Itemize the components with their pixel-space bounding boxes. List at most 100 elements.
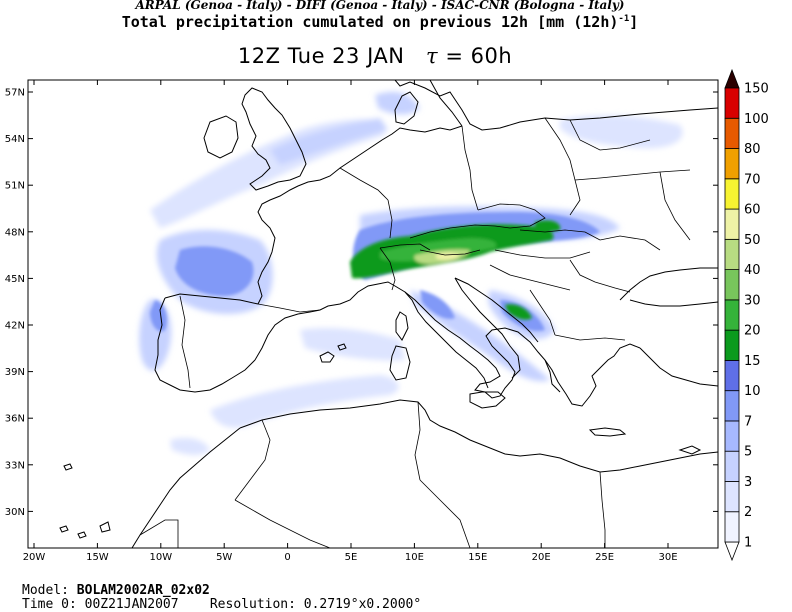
colorbar-box (724, 178, 740, 210)
precip-uk-band (270, 118, 388, 165)
coast-canary-2 (77, 531, 87, 539)
coast-italy-east (454, 277, 521, 379)
lon-label: 5E (345, 552, 358, 563)
time-label: Time 0: (22, 597, 77, 612)
coast-norway-sweden (394, 80, 718, 131)
coast-menorca (337, 343, 347, 351)
resolution-value: 0.2719°x0.2000° (303, 597, 422, 612)
precip-slovakia-green (535, 220, 561, 232)
footer-time: Time 0: 00Z21JAN2007 Resolution: 0.2719°… (22, 597, 421, 612)
coast-canary-3 (99, 521, 111, 533)
coast-ireland (203, 115, 239, 159)
colorbar-label: 150 (744, 82, 769, 97)
border-western-sahara (139, 519, 179, 548)
border-morocco-algeria (234, 419, 271, 501)
colorbar-box (724, 511, 740, 543)
coast-cyprus (678, 445, 702, 455)
coast-canary-1 (59, 525, 69, 533)
coast-sicily (469, 391, 506, 409)
border-slovakia-hungary (519, 229, 601, 241)
colorbar-box (724, 420, 740, 452)
colorbar-bottom-arrow (724, 541, 740, 562)
lon-label: 15E (468, 552, 487, 563)
colorbar-label: 2 (744, 505, 752, 520)
border-spain-portugal (179, 295, 191, 389)
border-poland-east (544, 117, 581, 216)
colorbar-box (724, 359, 740, 392)
institutions-header: ARPAL (Genoa - Italy) - DIFI (Genoa - It… (135, 0, 625, 12)
lat-label: 54N (5, 134, 25, 145)
border-france-belgium (339, 167, 389, 201)
lon-label: 25E (595, 552, 614, 563)
colorbar-label: 30 (744, 293, 761, 308)
lon-label: 5W (216, 552, 232, 563)
border-serbia-romania (569, 259, 631, 293)
coast-north-africa (239, 399, 718, 473)
precip-adriatic-med (420, 290, 455, 319)
coast-continent-north (257, 125, 463, 305)
precip-med-west (210, 375, 399, 428)
tau-symbol: τ (426, 44, 439, 68)
map-axes: 20W 15W 10W 5W 0 5E 10E 15E 20E 25E 30E 57N 54N 51N 48… (5, 80, 718, 563)
coast-crete (588, 427, 627, 437)
map-background (28, 80, 718, 548)
lon-label: 30E (658, 552, 677, 563)
lon-label: 20W (23, 552, 46, 563)
border-balkans-1 (489, 264, 571, 291)
colorbar-box (724, 269, 740, 301)
coast-black-sea (619, 267, 718, 301)
time-value: 00Z21JAN2007 (84, 597, 179, 612)
lat-label: 45N (5, 274, 25, 285)
border-switzerland (379, 243, 431, 251)
border-romania-ukraine (599, 235, 661, 251)
forecast-subtitle: 12Z Tue 23 JAN τ = 60h (0, 44, 750, 68)
lon-label: 10E (405, 552, 424, 563)
precip-north-africa (170, 438, 210, 455)
colorbar-label: 100 (744, 112, 769, 127)
colorbar-box (724, 238, 740, 270)
precip-alps-green-2 (380, 238, 497, 262)
colorbar-box (724, 208, 740, 240)
border-czech (477, 203, 546, 229)
border-baltic (569, 119, 651, 151)
border-libya-west (419, 479, 471, 548)
border-germany-east (461, 125, 479, 211)
coast-iberia-north (164, 293, 259, 305)
lon-label: 15W (86, 552, 109, 563)
colorbar-label: 5 (744, 445, 752, 460)
border-algeria-south (234, 499, 331, 548)
lon-label: 10W (149, 552, 172, 563)
border-france-germany (387, 199, 393, 239)
lat-label: 48N (5, 227, 25, 238)
coast-iberia (154, 281, 561, 399)
map-frame (27, 79, 719, 549)
coast-great-britain (241, 87, 307, 191)
precip-balkan-green (505, 304, 532, 320)
border-balkans-2 (529, 289, 556, 336)
colorbar-box (724, 329, 740, 361)
resolution-label: Resolution: (209, 597, 296, 612)
coast-morocco-atlantic (131, 427, 241, 548)
lat-label: 57N (5, 88, 25, 99)
precip-biscay-core (175, 246, 254, 296)
coast-sardinia (389, 345, 411, 381)
border-germany-austria (409, 224, 496, 239)
coast-mallorca (319, 351, 335, 363)
coast-denmark (394, 91, 419, 125)
title-exponent: -1 (618, 14, 630, 24)
colorbar-label: 80 (744, 142, 761, 157)
colorbar-box (724, 390, 740, 422)
colorbar-top-arrow (724, 68, 740, 89)
coast-adriatic-east (454, 277, 539, 343)
precipitation-layer (139, 91, 683, 455)
lon-label: 0 (284, 552, 290, 563)
border-hungary-south (494, 249, 591, 259)
coast-black-sea-south (629, 299, 718, 307)
colorbar-label: 70 (744, 172, 761, 187)
colorbar-box (724, 117, 740, 149)
colorbar-label: 1 (744, 536, 752, 551)
coast-italy-west (404, 291, 489, 389)
forecast-time: 12Z Tue 23 JAN (237, 44, 405, 68)
border-france-italy (379, 247, 396, 291)
